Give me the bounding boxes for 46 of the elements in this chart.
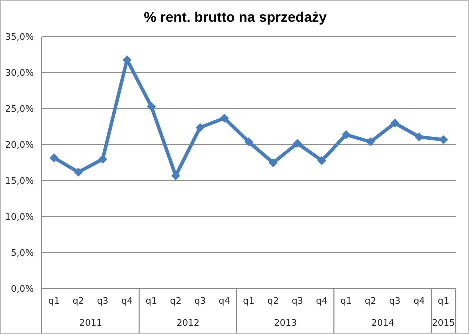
- point: [293, 139, 302, 148]
- x-tick-label: q1: [243, 297, 255, 307]
- y-tick-label: 30,0%: [5, 69, 34, 80]
- chart-title: % rent. brutto na sprzedaży: [143, 9, 328, 25]
- point: [268, 158, 278, 168]
- point: [439, 135, 448, 144]
- x-tick-label: q1: [48, 297, 60, 307]
- x-tick-label: q4: [218, 297, 231, 307]
- point: [74, 168, 84, 177]
- text: 2012: [176, 319, 200, 329]
- point: [244, 138, 254, 147]
- y-tick-label: 0,0%: [11, 285, 34, 296]
- x-tick-label: q3: [389, 297, 401, 307]
- x-tick-label: q4: [414, 297, 426, 307]
- x-tick-label: q2: [268, 297, 280, 307]
- point: [318, 156, 327, 166]
- point: [220, 114, 230, 123]
- x-tick-label: q4: [122, 297, 134, 307]
- x-tick-label: q3: [97, 297, 109, 307]
- x-tick-label: q3: [292, 297, 304, 307]
- x-tick-label: q4: [316, 297, 328, 307]
- y-tick-label: 20,0%: [5, 141, 34, 152]
- point: [414, 132, 424, 142]
- y-tick-label: 10,0%: [5, 213, 34, 224]
- point: [196, 123, 205, 132]
- y-tick-label: 25,0%: [5, 105, 34, 116]
- point: [390, 118, 400, 128]
- text: 2015: [432, 319, 456, 329]
- x-tick-label: q2: [170, 297, 182, 307]
- text: 2014: [372, 319, 395, 329]
- y-tick-label: 15,0%: [5, 177, 34, 188]
- point: [342, 130, 351, 140]
- text: 2011: [79, 319, 102, 329]
- x-tick-label: q2: [72, 297, 84, 307]
- x-tick-label: q1: [438, 297, 450, 307]
- point: [147, 102, 156, 112]
- x-tick-label: q3: [194, 297, 206, 307]
- x-tick-label: q1: [146, 297, 158, 307]
- x-tick-label: q1: [340, 297, 352, 307]
- y-tick-label: 5,0%: [11, 249, 34, 260]
- point: [98, 154, 108, 164]
- point: [50, 153, 59, 162]
- point: [366, 138, 376, 147]
- x-tick-label: q2: [365, 297, 376, 307]
- y-tick-label: 35,0%: [5, 33, 34, 44]
- text: 2013: [274, 319, 298, 329]
